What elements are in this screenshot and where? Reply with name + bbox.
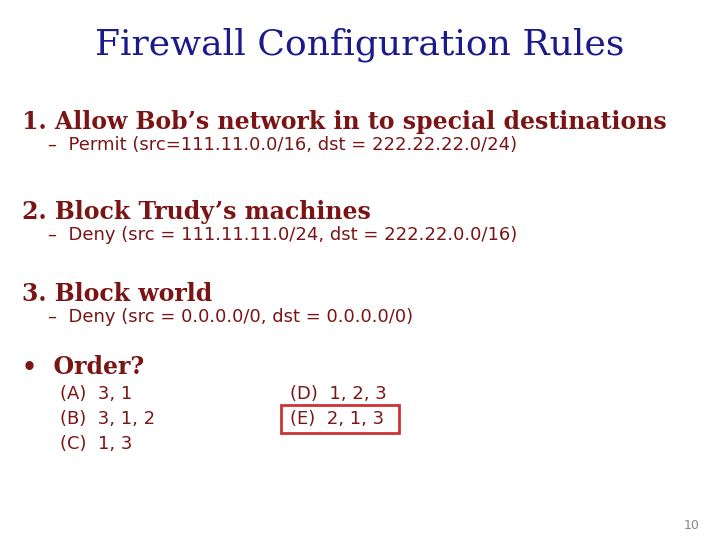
Text: –  Permit (src=111.11.0.0/16, dst = 222.22.22.0/24): – Permit (src=111.11.0.0/16, dst = 222.2… bbox=[48, 136, 517, 154]
Text: •  Order?: • Order? bbox=[22, 355, 144, 379]
Text: (C)  1, 3: (C) 1, 3 bbox=[60, 435, 132, 453]
Text: 10: 10 bbox=[684, 519, 700, 532]
Text: 2. Block Trudy’s machines: 2. Block Trudy’s machines bbox=[22, 200, 371, 224]
Text: –  Deny (src = 0.0.0.0/0, dst = 0.0.0.0/0): – Deny (src = 0.0.0.0/0, dst = 0.0.0.0/0… bbox=[48, 308, 413, 326]
Text: (D)  1, 2, 3: (D) 1, 2, 3 bbox=[290, 385, 387, 403]
Text: Firewall Configuration Rules: Firewall Configuration Rules bbox=[95, 28, 625, 63]
Text: 3. Block world: 3. Block world bbox=[22, 282, 212, 306]
Text: –  Deny (src = 111.11.11.0/24, dst = 222.22.0.0/16): – Deny (src = 111.11.11.0/24, dst = 222.… bbox=[48, 226, 517, 244]
Text: 1. Allow Bob’s network in to special destinations: 1. Allow Bob’s network in to special des… bbox=[22, 110, 667, 134]
Text: (A)  3, 1: (A) 3, 1 bbox=[60, 385, 132, 403]
Text: (B)  3, 1, 2: (B) 3, 1, 2 bbox=[60, 410, 155, 428]
Text: (E)  2, 1, 3: (E) 2, 1, 3 bbox=[290, 410, 384, 428]
